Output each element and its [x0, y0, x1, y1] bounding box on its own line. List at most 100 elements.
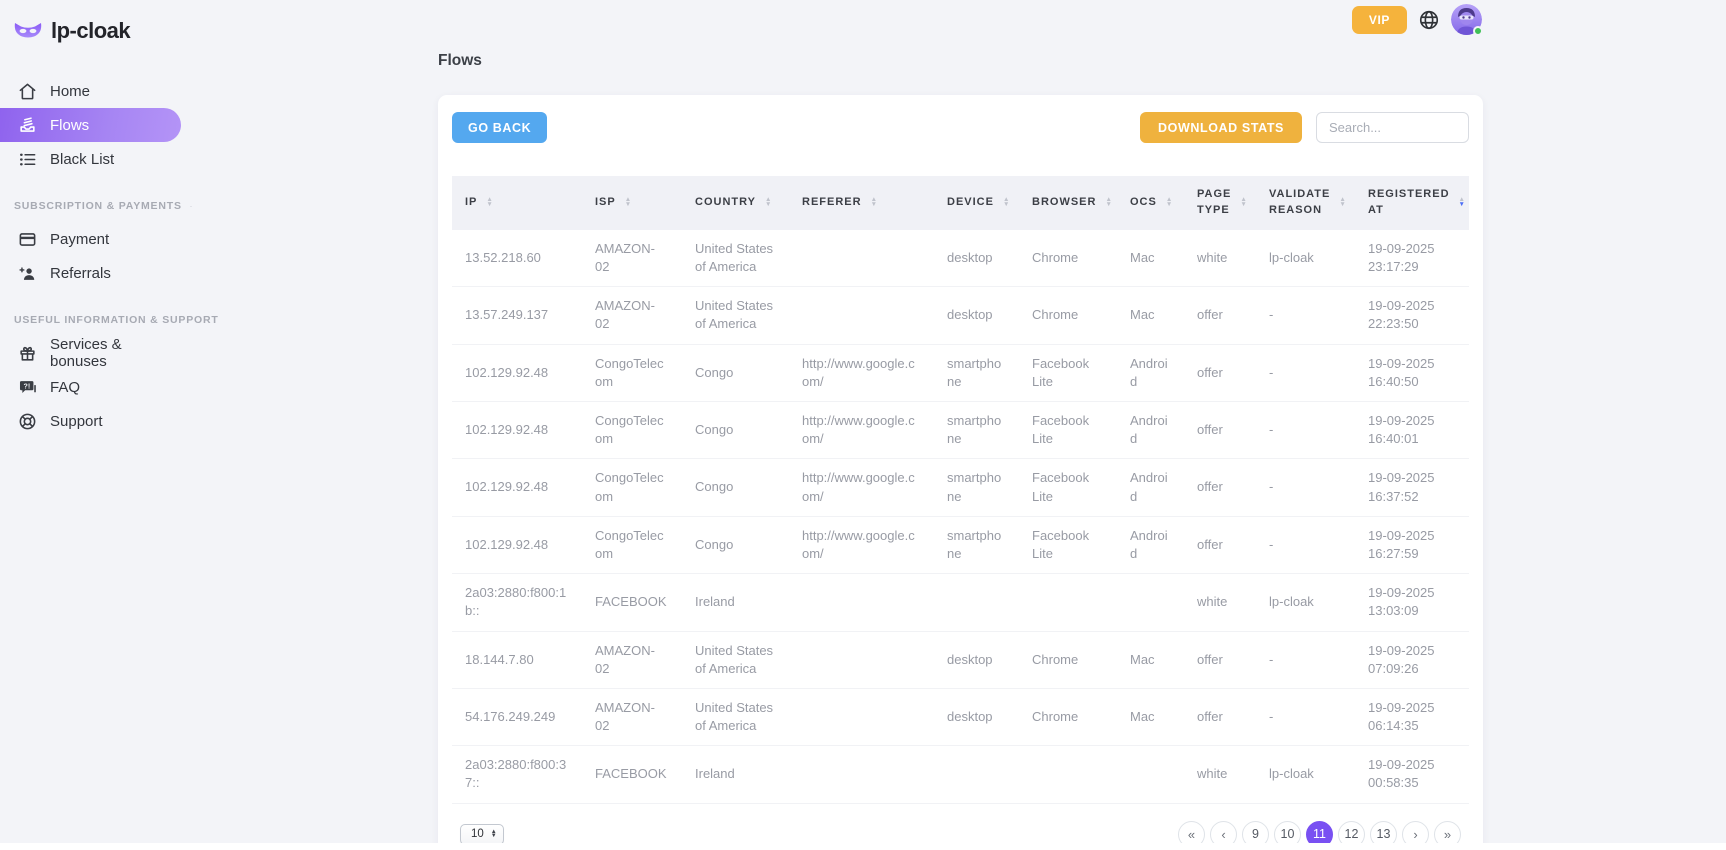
table-cell [934, 745, 1019, 803]
toolbar-right: DOWNLOAD STATS [1140, 112, 1469, 143]
sort-icon[interactable]: ▲ ▼ [1458, 196, 1466, 208]
table-cell: offer [1184, 286, 1256, 345]
sort-icon[interactable]: ▲ ▼ [624, 196, 633, 208]
topbar: VIP [1351, 4, 1483, 36]
table-cell: offer [1184, 400, 1256, 459]
column-header-ip[interactable]: IP ▲ ▼ [452, 176, 582, 230]
table-cell: smartphone [934, 343, 1019, 402]
column-label: REFERER [802, 195, 862, 208]
column-header-browser[interactable]: BROWSER ▲ ▼ [1019, 176, 1117, 230]
table-cell: 102.129.92.48 [452, 458, 582, 517]
table-cell: Ireland [682, 573, 789, 631]
sort-icon[interactable]: ▲ ▼ [1105, 196, 1113, 208]
lifebuoy-icon [18, 412, 37, 431]
table-cell [1117, 745, 1184, 803]
column-header-registered-at[interactable]: REGISTERED AT ▲ ▼ [1355, 176, 1469, 230]
table-cell: 102.129.92.48 [452, 515, 582, 574]
table-cell: Facebook Lite [1019, 343, 1117, 402]
sidebar-item-black-list[interactable]: Black List [0, 142, 200, 176]
sidebar-item-label: Flows [50, 116, 90, 134]
sidebar-item-label: Home [50, 82, 91, 100]
sidebar-item-faq[interactable]: ?! FAQ [0, 370, 200, 404]
table-cell: AMAZON-02 [582, 687, 682, 746]
download-stats-button[interactable]: DOWNLOAD STATS [1140, 112, 1302, 143]
table-row: 2a03:2880:f800:37:: FACEBOOK Ireland white l… [452, 745, 1469, 803]
table-cell [1019, 745, 1117, 803]
toolbar: GO BACK DOWNLOAD STATS [452, 112, 1469, 143]
column-header-isp[interactable]: ISP ▲ ▼ [582, 176, 682, 230]
table-cell: lp-cloak [1256, 745, 1355, 803]
stepper-icon: ▲ ▼ [490, 828, 497, 840]
column-label: DEVICE [947, 195, 994, 208]
column-header-device[interactable]: DEVICE ▲ ▼ [934, 176, 1019, 230]
table-cell: United States of America [682, 687, 789, 746]
column-header-validate-reason[interactable]: VALIDATE REASON ▲ ▼ [1256, 176, 1355, 230]
table-cell: 19-09-2025 16:27:59 [1355, 515, 1469, 574]
column-header-referer[interactable]: REFERER ▲ ▼ [789, 176, 934, 230]
table-cell: lp-cloak [1269, 249, 1314, 265]
table-cell: Facebook Lite [1019, 515, 1117, 574]
table-cell: 19-09-2025 22:23:50 [1355, 286, 1469, 345]
table-cell: http://www.google.com/ [789, 343, 934, 402]
flows-table: IP ▲ ▼ ISP ▲ ▼ COUNTRY ▲ ▼ REFERER ▲ ▼ DEVICE ▲ ▼ BROWS… [452, 176, 1469, 803]
table-cell: smartphone [934, 515, 1019, 574]
column-label: REGISTERED AT [1368, 188, 1450, 216]
sort-icon[interactable]: ▲ ▼ [764, 196, 773, 208]
globe-icon[interactable] [1418, 9, 1440, 31]
sidebar-item-support[interactable]: Support [0, 404, 200, 438]
table-cell: Congo [682, 458, 789, 517]
sort-icon[interactable]: ▲ ▼ [1002, 196, 1011, 208]
table-cell: 19-09-2025 16:40:01 [1355, 400, 1469, 459]
credit-card-icon [18, 230, 37, 249]
table-cell [789, 630, 934, 689]
column-label: OCS [1130, 195, 1157, 208]
table-cell: 19-09-2025 00:58:35 [1355, 745, 1469, 803]
brand-logo[interactable]: lp-cloak [0, 10, 200, 44]
sort-icon[interactable]: ▲ ▼ [1339, 196, 1347, 208]
column-label: COUNTRY [695, 195, 756, 208]
table-cell: desktop [934, 687, 1019, 746]
column-header-ocs[interactable]: OCS ▲ ▼ [1117, 176, 1184, 230]
table-cell: Android [1117, 458, 1184, 517]
sidebar-item-services-bonuses[interactable]: Services & bonuses [0, 336, 200, 370]
table-cell: white [1184, 573, 1256, 631]
table-cell: http://www.google.com/ [789, 400, 934, 459]
sort-icon[interactable]: ▲ ▼ [486, 196, 494, 208]
table-cell: - [1256, 630, 1355, 689]
sort-icon[interactable]: ▲ ▼ [1240, 196, 1248, 208]
page-size-value: 10 [471, 828, 484, 841]
sidebar-item-label: Support [50, 412, 103, 430]
table-cell: United States of America [682, 286, 789, 345]
sidebar-item-label: Services & bonuses [50, 336, 122, 370]
table-cell: 13.57.249.137 [452, 286, 582, 345]
column-header-page-type[interactable]: PAGE TYPE ▲ ▼ [1184, 176, 1256, 230]
table-cell: - [1256, 343, 1355, 402]
main-content: Flows GO BACK DOWNLOAD STATS IP▲▼ISP▲▼CO… [438, 52, 1483, 850]
sidebar-item-label: Referrals [50, 264, 111, 282]
table-cell: white [1184, 745, 1256, 803]
table-cell: Chrome [1019, 687, 1117, 746]
table-cell: CongoTelecom [582, 400, 682, 459]
column-header-country[interactable]: COUNTRY ▲ ▼ [682, 176, 789, 230]
user-avatar[interactable] [1451, 4, 1483, 36]
table-cell: 2a03:2880:f800:37:: [452, 745, 582, 803]
sort-icon[interactable]: ▲ ▼ [1165, 196, 1174, 208]
table-cell: 19-09-2025 16:37:52 [1355, 458, 1469, 517]
flows-card: GO BACK DOWNLOAD STATS IP ▲▼ ISP ▲▼ COUNTRY ▲… [438, 95, 1483, 850]
vip-button[interactable]: VIP [1351, 5, 1407, 34]
bottom-strip [0, 843, 1726, 850]
page-size-select[interactable]: 10 ▲ ▼ [460, 823, 504, 845]
table-cell: FACEBOOK [582, 745, 682, 803]
search-input[interactable] [1316, 112, 1469, 143]
sort-icon[interactable]: ▲ ▼ [870, 196, 878, 208]
table-cell: desktop [934, 286, 1019, 345]
sidebar-item-referrals[interactable]: Referrals [0, 256, 200, 290]
table-cell: desktop [934, 630, 1019, 689]
go-back-button[interactable]: GO BACK [452, 112, 548, 143]
table-cell [789, 230, 934, 287]
sidebar-item-flows[interactable]: Flows [0, 108, 181, 142]
table-cell: white [1197, 249, 1228, 265]
table-cell: United States of America [682, 630, 789, 689]
sidebar-item-payment[interactable]: Payment [0, 222, 200, 256]
sidebar-item-home[interactable]: Home [0, 74, 200, 108]
